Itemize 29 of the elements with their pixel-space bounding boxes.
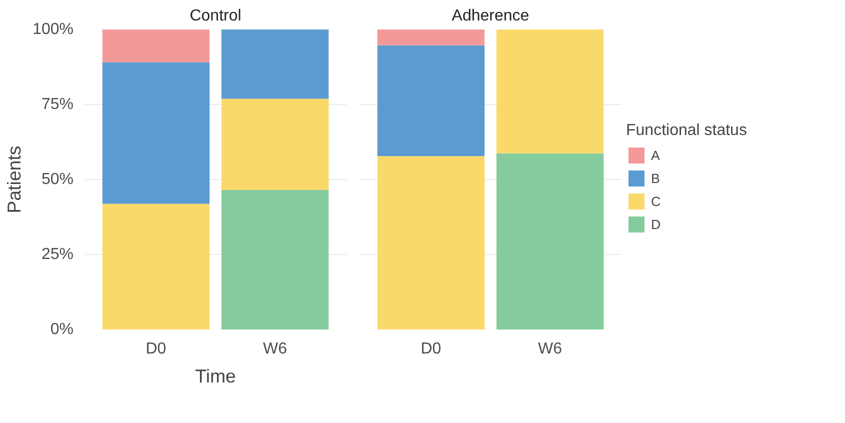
x-tick-label: D0	[420, 340, 442, 358]
bar	[102, 30, 210, 62]
x-tick-label: D0	[146, 340, 166, 358]
legend-label: C	[651, 194, 662, 208]
y-tick-label: 75%	[41, 96, 74, 113]
legend-title: Functional status	[626, 122, 747, 140]
y-tick-label: 50%	[41, 171, 74, 188]
bar	[377, 30, 485, 46]
y-tick-label: 100%	[32, 21, 74, 38]
chart-title: Adherence	[452, 8, 530, 24]
legend-label: A	[651, 148, 661, 162]
bar	[377, 156, 485, 330]
bar	[221, 190, 329, 330]
y-tick-label: 25%	[41, 246, 74, 263]
bar	[496, 153, 604, 330]
bar	[496, 30, 604, 154]
bar	[221, 30, 329, 99]
chart-title: Control	[190, 8, 242, 24]
bar	[102, 62, 210, 204]
x-axis-title: Time	[195, 366, 236, 386]
legend-label: B	[651, 170, 661, 186]
bar	[102, 204, 210, 330]
bar	[377, 45, 485, 156]
legend-label: D	[651, 216, 662, 232]
x-tick-label: W6	[538, 340, 562, 358]
bar	[221, 98, 329, 190]
x-tick-label: W6	[263, 340, 288, 358]
y-tick-label: 0%	[50, 321, 74, 338]
y-axis-title: Patients	[4, 146, 25, 214]
